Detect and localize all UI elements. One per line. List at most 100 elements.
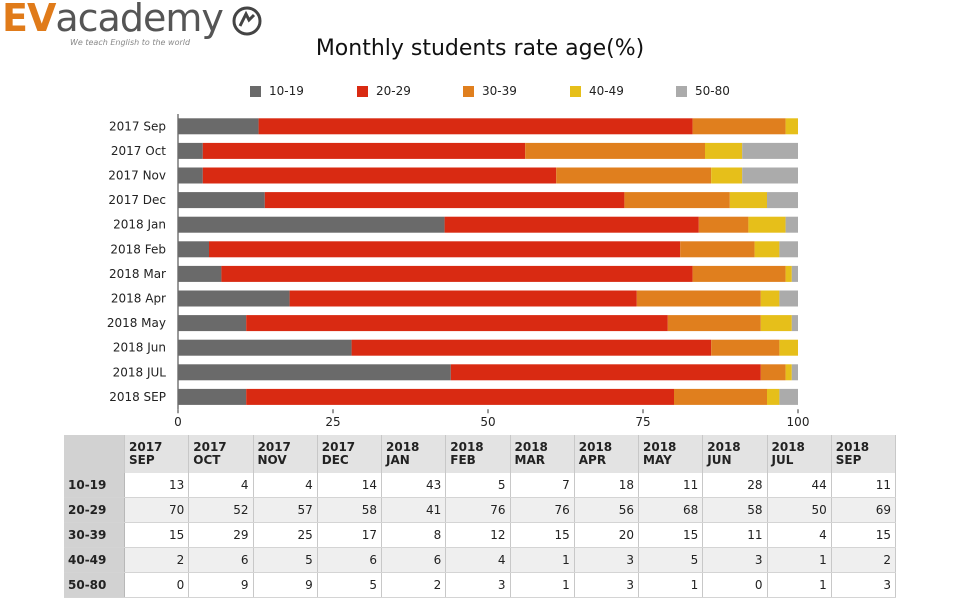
bar-segment (742, 142, 798, 159)
y-tick-label: 2018 Jan (113, 218, 166, 232)
bar-segment (791, 315, 798, 332)
table-cell: 15 (831, 522, 897, 548)
table-cell: 15 (124, 522, 190, 548)
legend-item: 30-39 (463, 84, 517, 98)
bar-segment (785, 265, 792, 282)
y-tick-label: 2017 Nov (108, 169, 166, 183)
table-row: 10-19 13 4 4 14 43 5 7 18 11 28 44 11 (64, 473, 897, 498)
table-cell: 11 (638, 473, 704, 498)
table-cell: 9 (253, 572, 318, 598)
bar-segment (705, 142, 743, 159)
bar-segment (258, 118, 693, 135)
table-cell: 41 (381, 497, 447, 523)
table-cell: 6 (188, 547, 254, 573)
legend-item: 50-80 (676, 84, 730, 98)
bar-segment (209, 241, 681, 258)
x-tick-label: 0 (174, 415, 182, 426)
bar-segment (760, 364, 786, 381)
bar-segment (785, 364, 792, 381)
table-cell: 3 (831, 572, 897, 598)
table-cell: 9 (188, 572, 254, 598)
bar-segment (791, 364, 798, 381)
bar-segment (178, 118, 259, 135)
table-cell: 3 (574, 547, 640, 573)
column-header: 2018 MAY (638, 435, 704, 473)
table-cell: 18 (574, 473, 640, 498)
table-cell: 8 (381, 522, 447, 548)
bar-segment (674, 388, 767, 405)
table-cell: 50 (767, 497, 832, 523)
column-header: 2017 NOV (253, 435, 318, 473)
bar-segment (178, 388, 247, 405)
x-tick-label: 100 (787, 415, 810, 426)
bar-segment (246, 388, 674, 405)
logo-tagline: We teach English to the world (70, 38, 191, 47)
table-cell: 69 (831, 497, 897, 523)
legend-label: 30-39 (482, 84, 517, 98)
column-header: 2017 SEP (124, 435, 190, 473)
bar-segment (450, 364, 761, 381)
table-header-row: 2017 SEP 2017 OCT 2017 NOV 2017 DEC 2018 JAN 2018 F… (64, 435, 897, 473)
table-corner (64, 435, 125, 473)
bar-segment (698, 216, 749, 233)
table-cell: 1 (638, 572, 704, 598)
bar-segment (178, 142, 203, 159)
row-header: 30-39 (64, 522, 125, 548)
bar-segment (289, 290, 637, 307)
x-tick-label: 25 (325, 415, 340, 426)
table-cell: 20 (574, 522, 640, 548)
table-cell: 3 (574, 572, 640, 598)
bar-segment (779, 388, 798, 405)
table-cell: 70 (124, 497, 190, 523)
table-cell: 5 (317, 572, 383, 598)
legend-label: 10-19 (269, 84, 304, 98)
bar-segment (178, 315, 247, 332)
chart-title: Monthly students rate age(%) (315, 36, 645, 61)
y-tick-label: 2017 Oct (111, 144, 166, 158)
table-cell: 4 (767, 522, 832, 548)
y-tick-label: 2018 Feb (110, 242, 166, 256)
legend-swatch (676, 85, 687, 97)
legend-item: 20-29 (357, 84, 411, 98)
table-cell: 58 (702, 497, 768, 523)
column-header: 2018 JUN (702, 435, 768, 473)
table-cell: 7 (510, 473, 575, 498)
bar-segment (178, 192, 265, 209)
row-header: 50-80 (64, 572, 125, 598)
legend-swatch (250, 85, 261, 97)
bar-segment (779, 339, 798, 356)
bar-segment (178, 167, 203, 184)
bar-segment (779, 241, 798, 258)
chart-legend: 10-19 20-29 30-39 40-49 50-80 (0, 84, 960, 104)
table-cell: 43 (381, 473, 447, 498)
table-cell: 56 (574, 497, 640, 523)
table-cell: 17 (317, 522, 383, 548)
table-row: 50-80 0 9 9 5 2 3 1 3 1 0 1 3 (64, 572, 897, 598)
legend-label: 40-49 (589, 84, 624, 98)
column-header: 2018 FEB (445, 435, 511, 473)
bar-segment (760, 290, 780, 307)
table-cell: 3 (445, 572, 511, 598)
table-cell: 1 (767, 572, 832, 598)
bar-segment (178, 216, 445, 233)
bar-segment (624, 192, 730, 209)
bar-segment (264, 192, 625, 209)
bar-segment (178, 241, 209, 258)
table-cell: 11 (831, 473, 897, 498)
bar-segment (729, 192, 767, 209)
brand-logo: EVacademy We teach English to the world (0, 0, 280, 52)
bar-segment (556, 167, 712, 184)
column-header: 2018 MAR (510, 435, 575, 473)
bar-segment (742, 167, 798, 184)
table-cell: 4 (445, 547, 511, 573)
bar-segment (791, 265, 798, 282)
legend-swatch (570, 85, 581, 97)
table-row: 40-49 2 6 5 6 6 4 1 3 5 3 1 2 (64, 547, 897, 573)
y-tick-label: 2018 SEP (109, 390, 166, 404)
bar-segment (760, 315, 792, 332)
bar-segment (767, 192, 798, 209)
bar-segment (767, 388, 780, 405)
table-cell: 11 (702, 522, 768, 548)
stacked-bar-chart: 2017 Sep 2017 Oct 2017 Nov 2017 Dec 2018 Jan… (107, 114, 810, 426)
row-header: 10-19 (64, 473, 125, 498)
